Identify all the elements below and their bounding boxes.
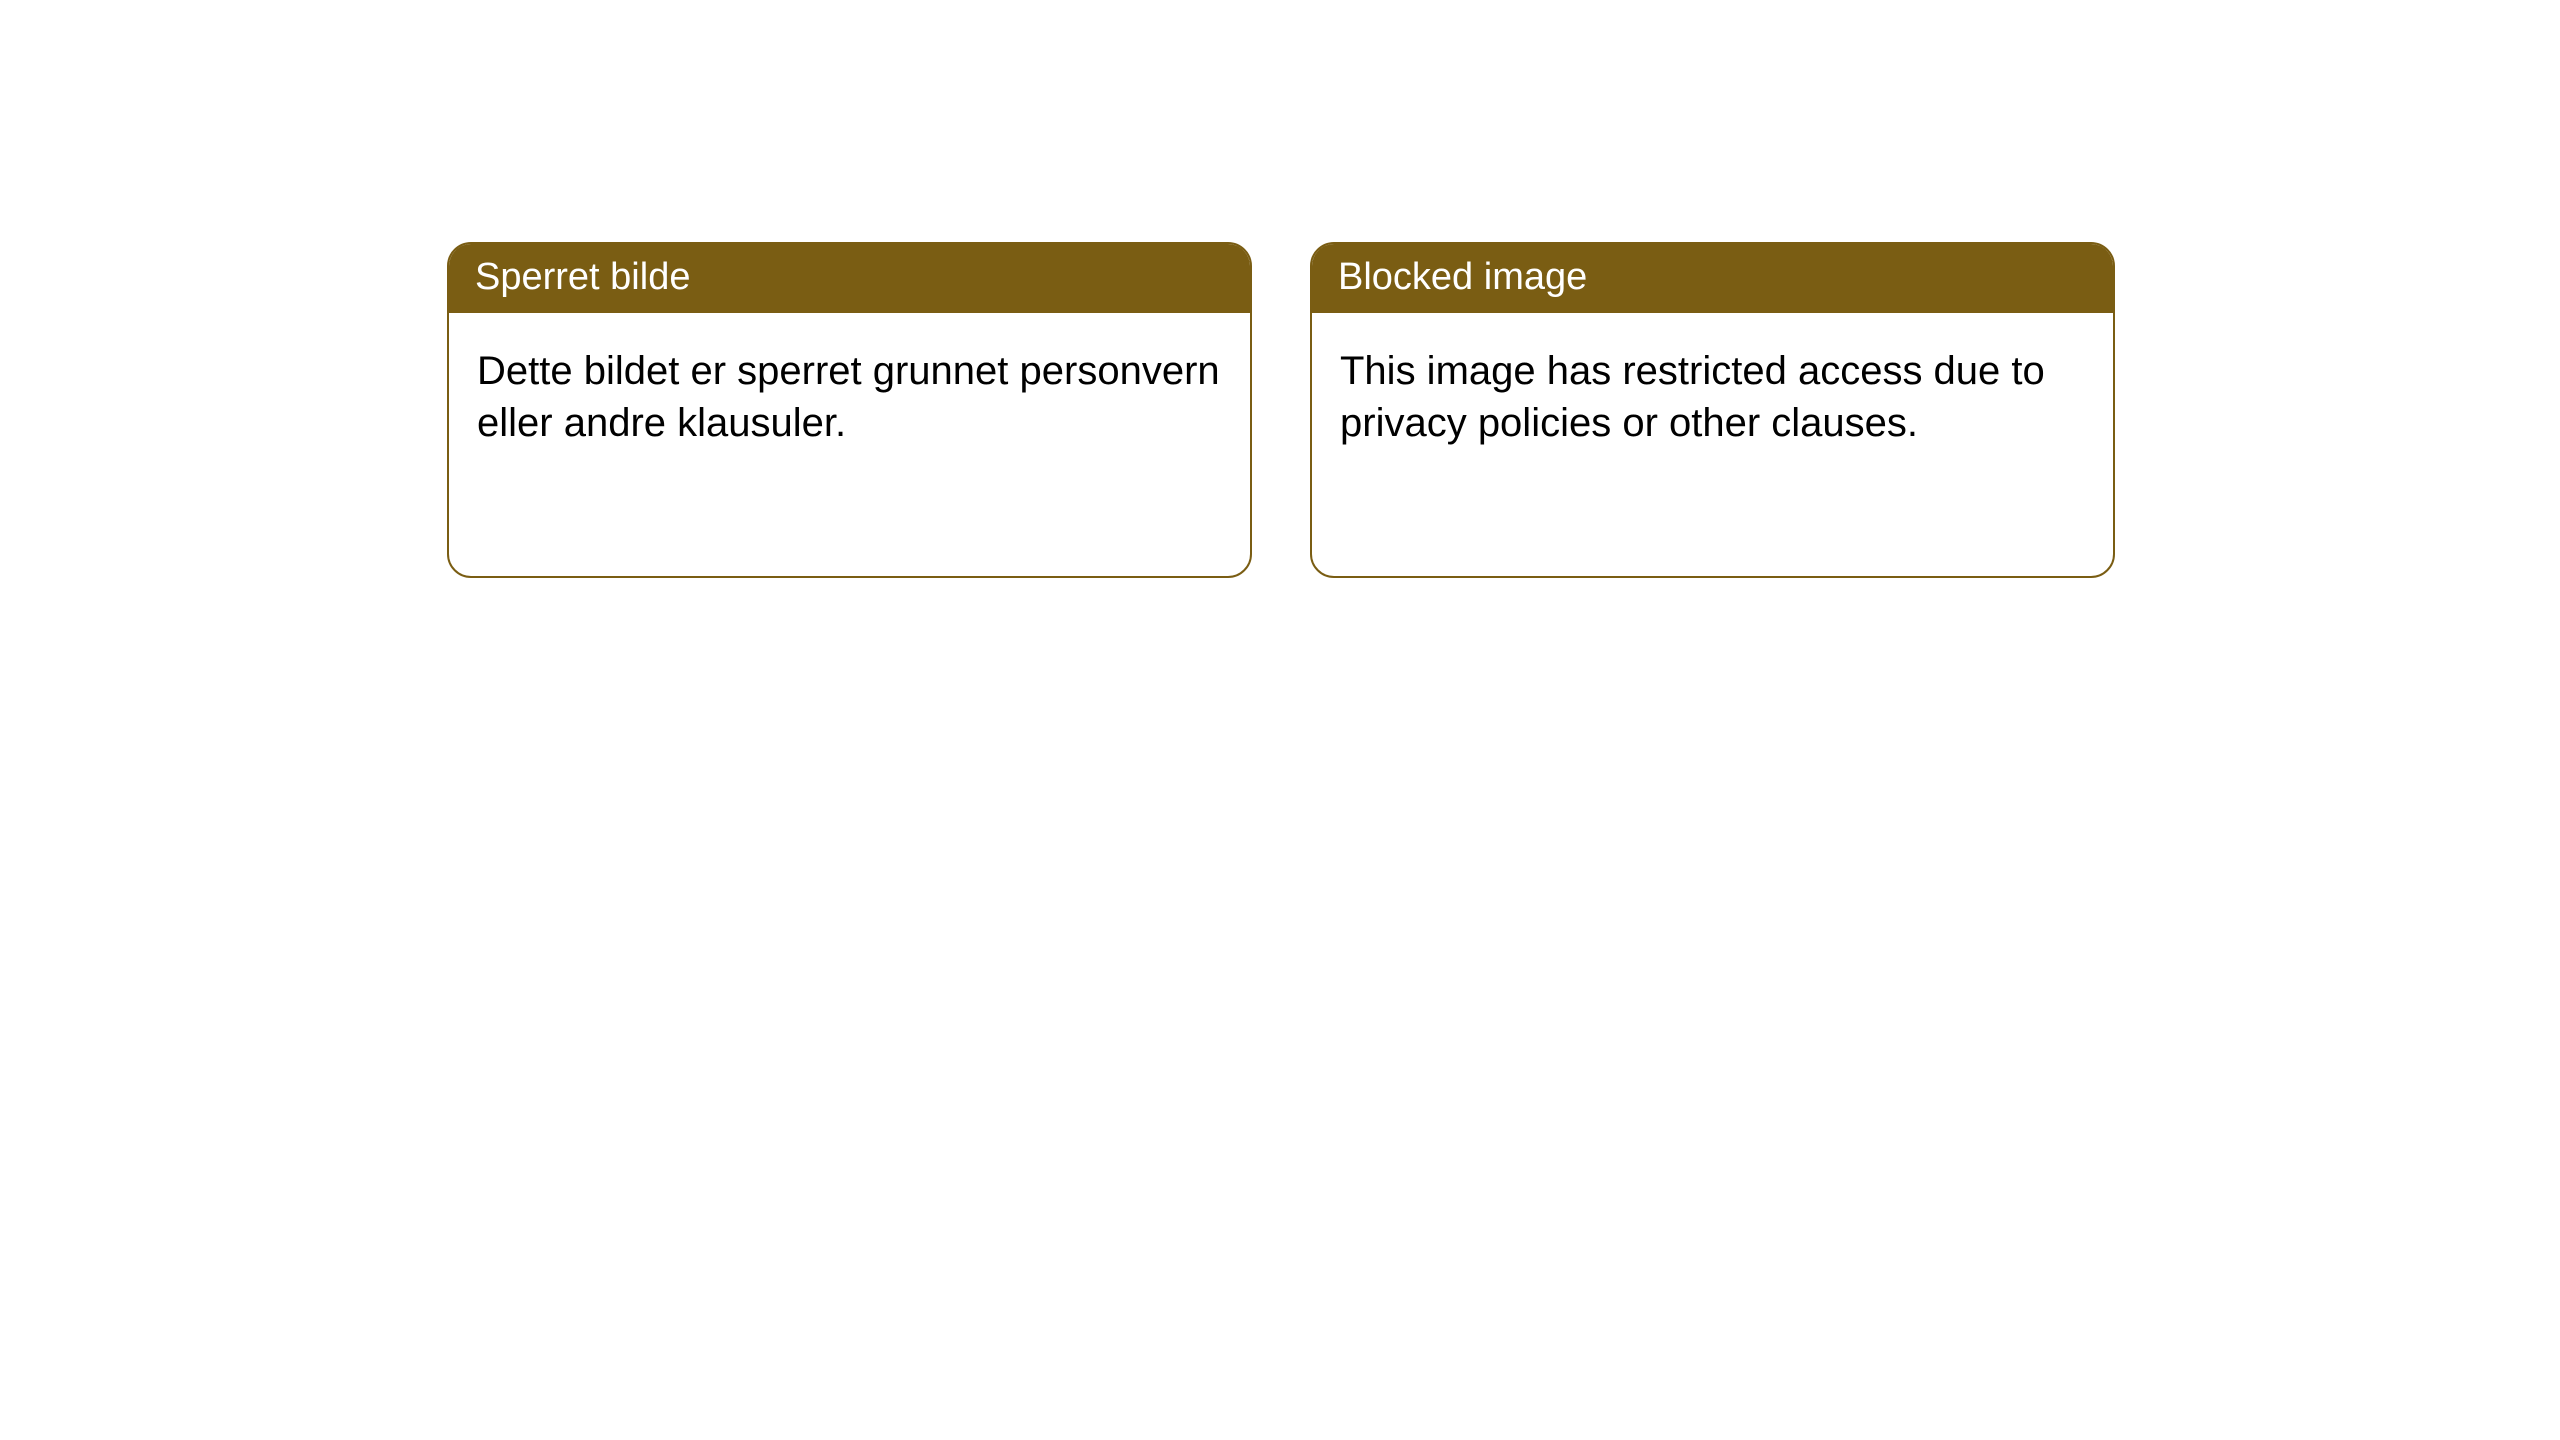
- card-body-text: Dette bildet er sperret grunnet personve…: [477, 349, 1220, 445]
- notice-card-english: Blocked image This image has restricted …: [1310, 242, 2115, 578]
- card-body: This image has restricted access due to …: [1312, 313, 2113, 481]
- card-title: Sperret bilde: [475, 256, 690, 298]
- card-header: Sperret bilde: [449, 244, 1250, 313]
- card-body-text: This image has restricted access due to …: [1340, 349, 2045, 445]
- card-title: Blocked image: [1338, 256, 1587, 298]
- notice-cards-container: Sperret bilde Dette bildet er sperret gr…: [0, 0, 2560, 578]
- card-header: Blocked image: [1312, 244, 2113, 313]
- card-body: Dette bildet er sperret grunnet personve…: [449, 313, 1250, 481]
- notice-card-norwegian: Sperret bilde Dette bildet er sperret gr…: [447, 242, 1252, 578]
